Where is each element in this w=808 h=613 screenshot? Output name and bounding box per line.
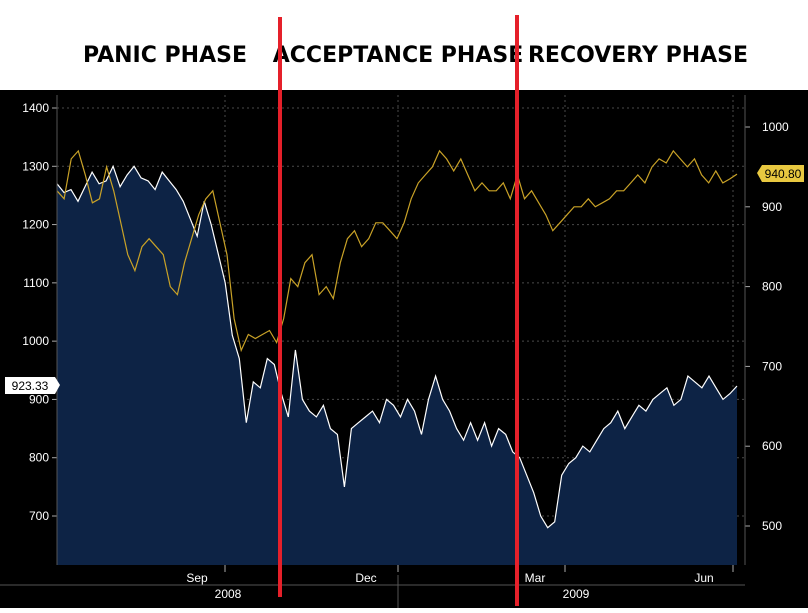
left-last-value-pointer [55, 377, 60, 394]
x-tick-label: Mar [525, 571, 546, 585]
right-last-value-tag: 940.80 [757, 165, 804, 182]
right-tick-label: 1000 [762, 120, 789, 134]
left-last-value-box [5, 377, 55, 394]
left-axis: 700 800 900 1000 1100 1200 1300 1400 [22, 101, 57, 523]
left-tick-label: 1200 [22, 218, 49, 232]
left-tick-label: 1100 [23, 276, 49, 290]
right-tick-label: 500 [762, 519, 782, 533]
left-series-line [56, 164, 738, 529]
right-tick-label: 900 [762, 200, 782, 214]
left-last-value: 923.33 [12, 379, 49, 393]
header-background [0, 0, 808, 90]
left-last-value-tag: 923.33 [5, 377, 60, 394]
left-tick-label: 800 [29, 451, 49, 465]
phase-label-acceptance: ACCEPTANCE PHASE [273, 43, 523, 68]
right-last-value-pointer [757, 165, 762, 182]
year-label-2009: 2009 [563, 587, 590, 601]
left-tick-label: 1400 [22, 101, 49, 115]
right-series-line [56, 149, 738, 353]
phase-label-recovery: RECOVERY PHASE [528, 43, 748, 68]
right-tick-label: 800 [762, 280, 782, 294]
left-series-area [57, 166, 737, 566]
year-label-2008: 2008 [215, 587, 242, 601]
left-tick-label: 1000 [22, 334, 49, 348]
x-axis: Sep Dec Mar Jun [186, 565, 734, 585]
x-tick-label: Sep [186, 571, 208, 585]
left-tick-label: 700 [29, 509, 49, 523]
right-axis: 500 600 700 800 900 1000 [745, 120, 789, 533]
left-tick-label: 1300 [22, 159, 49, 173]
x-tick-label: Jun [694, 571, 713, 585]
left-tick-label: 900 [29, 392, 49, 406]
right-last-value-box [762, 165, 804, 182]
phase-label-panic: PANIC PHASE [83, 43, 247, 68]
right-tick-label: 700 [762, 359, 782, 373]
right-last-value: 940.80 [765, 167, 802, 181]
x-tick-label: Dec [355, 571, 376, 585]
right-tick-label: 600 [762, 439, 782, 453]
